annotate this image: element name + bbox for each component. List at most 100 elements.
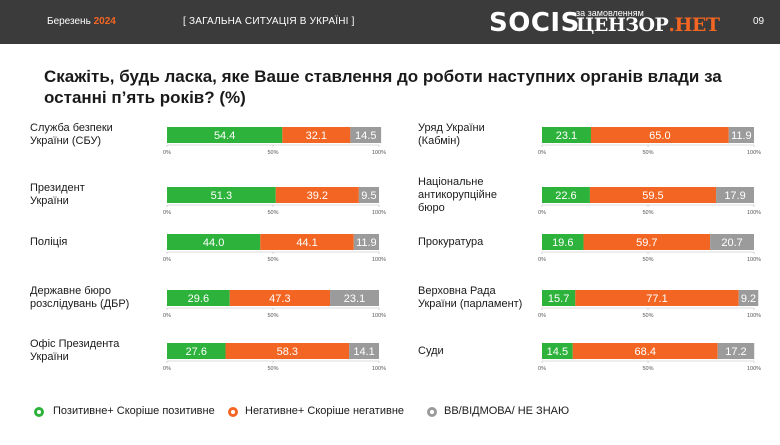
bar-segment (330, 290, 379, 306)
bar-segment (716, 187, 754, 203)
tick-label: 100% (747, 257, 761, 263)
category-label-line: України (30, 351, 69, 363)
data-label: 59.7 (636, 237, 657, 249)
bar-segment (275, 187, 359, 203)
category-label: Офіс Президента України (30, 338, 119, 364)
data-label: 14.5 (547, 346, 568, 358)
category-label: Служба безпеки України (СБУ) (30, 122, 113, 148)
category-label-line: Уряд України (418, 122, 485, 134)
category-label-line: (Кабмін) (418, 135, 460, 147)
tick-label: 100% (747, 313, 761, 319)
legend-unknown-icon (427, 407, 437, 417)
data-label: 17.2 (725, 346, 746, 358)
tick-label: 0% (163, 210, 171, 216)
tick-label: 50% (267, 210, 278, 216)
bar-segment (358, 187, 379, 203)
data-label: 9.2 (741, 293, 756, 305)
data-label: 44.1 (296, 237, 317, 249)
tick-label: 0% (163, 257, 171, 263)
tick-label: 50% (642, 257, 653, 263)
data-label: 44.0 (203, 237, 224, 249)
bar-segment (282, 127, 351, 143)
socis-logo: SOCIS (489, 8, 580, 38)
bar-segment (225, 343, 350, 359)
bar-segment (353, 234, 379, 250)
section-title: [ ЗАГАЛЬНА СИТУАЦІЯ В УКРАЇНІ ] (183, 16, 355, 27)
tick-label: 0% (538, 366, 546, 372)
brand-main: ЦЕНЗОР (576, 14, 669, 36)
data-label: 14.1 (353, 346, 374, 358)
category-label-line: антикорупційне (418, 188, 497, 201)
tick-label: 0% (163, 366, 171, 372)
bar-segment (260, 234, 354, 250)
bar-segment (229, 290, 331, 306)
category-label-line: Верховна Рада (418, 285, 496, 297)
tick-label: 100% (372, 150, 386, 156)
category-label: Суди (418, 345, 444, 358)
data-label: 11.9 (356, 237, 377, 249)
report-date: Березень 2024 (47, 16, 116, 27)
data-label: 22.6 (555, 190, 576, 202)
tick-label: 100% (372, 210, 386, 216)
category-label-line: Національне (418, 175, 484, 188)
tick-label: 100% (372, 366, 386, 372)
category-label: Прокуратура (418, 236, 483, 249)
order-label: за замовленням (576, 8, 644, 18)
tick-label: 50% (267, 366, 278, 372)
category-label: Уряд України (Кабмін) (418, 122, 485, 148)
bar-segment (728, 127, 754, 143)
tick-label: 50% (267, 313, 278, 319)
tick-label: 0% (538, 210, 546, 216)
bar-segment (167, 187, 276, 203)
bar-segment (738, 290, 759, 306)
tick-label: 0% (538, 313, 546, 319)
category-label-line: Державне бюро (30, 285, 112, 297)
tick-label: 0% (538, 257, 546, 263)
tick-label: 100% (372, 257, 386, 263)
data-label: 77.1 (646, 293, 667, 305)
legend-negative-label: Негативне+ Скоріше негативне (245, 405, 405, 417)
bar-segment (350, 127, 382, 143)
data-label: 19.6 (552, 237, 573, 249)
legend-positive-label: Позитивне+ Скоріше позитивне (53, 405, 215, 417)
bar-segment (167, 127, 283, 143)
bar-segment (589, 187, 717, 203)
category-label-line: Суди (418, 344, 444, 357)
tick-label: 100% (747, 366, 761, 372)
bar-segment (542, 290, 576, 306)
legend-negative-icon (228, 407, 238, 417)
tick-label: 100% (372, 313, 386, 319)
tick-label: 100% (747, 150, 761, 156)
category-label-line: бюро (418, 201, 445, 214)
category-label: Національне антикорупційне бюро (418, 176, 497, 215)
tick-label: 50% (267, 257, 278, 263)
category-label-line: України (СБУ) (30, 135, 102, 147)
bar-segment (542, 234, 584, 250)
bar-segment (349, 343, 379, 359)
bar-segment (583, 234, 711, 250)
data-label: 65.0 (649, 130, 670, 142)
data-label: 27.6 (186, 346, 207, 358)
data-label: 51.3 (211, 190, 232, 202)
tick-label: 0% (163, 313, 171, 319)
data-label: 11.9 (731, 130, 752, 142)
bar-segment (542, 343, 573, 359)
data-label: 23.1 (344, 293, 365, 305)
bar-segment (590, 127, 729, 143)
bar-segment (710, 234, 754, 250)
data-label: 47.3 (269, 293, 290, 305)
category-label-line: України (30, 195, 69, 207)
legend-positive-icon (34, 407, 44, 417)
tick-label: 0% (538, 150, 546, 156)
censor-net-logo: ЦЕНЗОР.НЕТ (576, 14, 720, 36)
tick-label: 50% (642, 366, 653, 372)
bar-segment (717, 343, 755, 359)
category-label: Державне бюро розслідувань (ДБР) (30, 285, 129, 311)
bar-segment (542, 127, 591, 143)
tick-label: 0% (163, 150, 171, 156)
data-label: 68.4 (635, 346, 656, 358)
category-label: Поліція (30, 236, 67, 249)
category-label-line: Прокуратура (418, 235, 484, 248)
data-label: 14.5 (355, 130, 376, 142)
